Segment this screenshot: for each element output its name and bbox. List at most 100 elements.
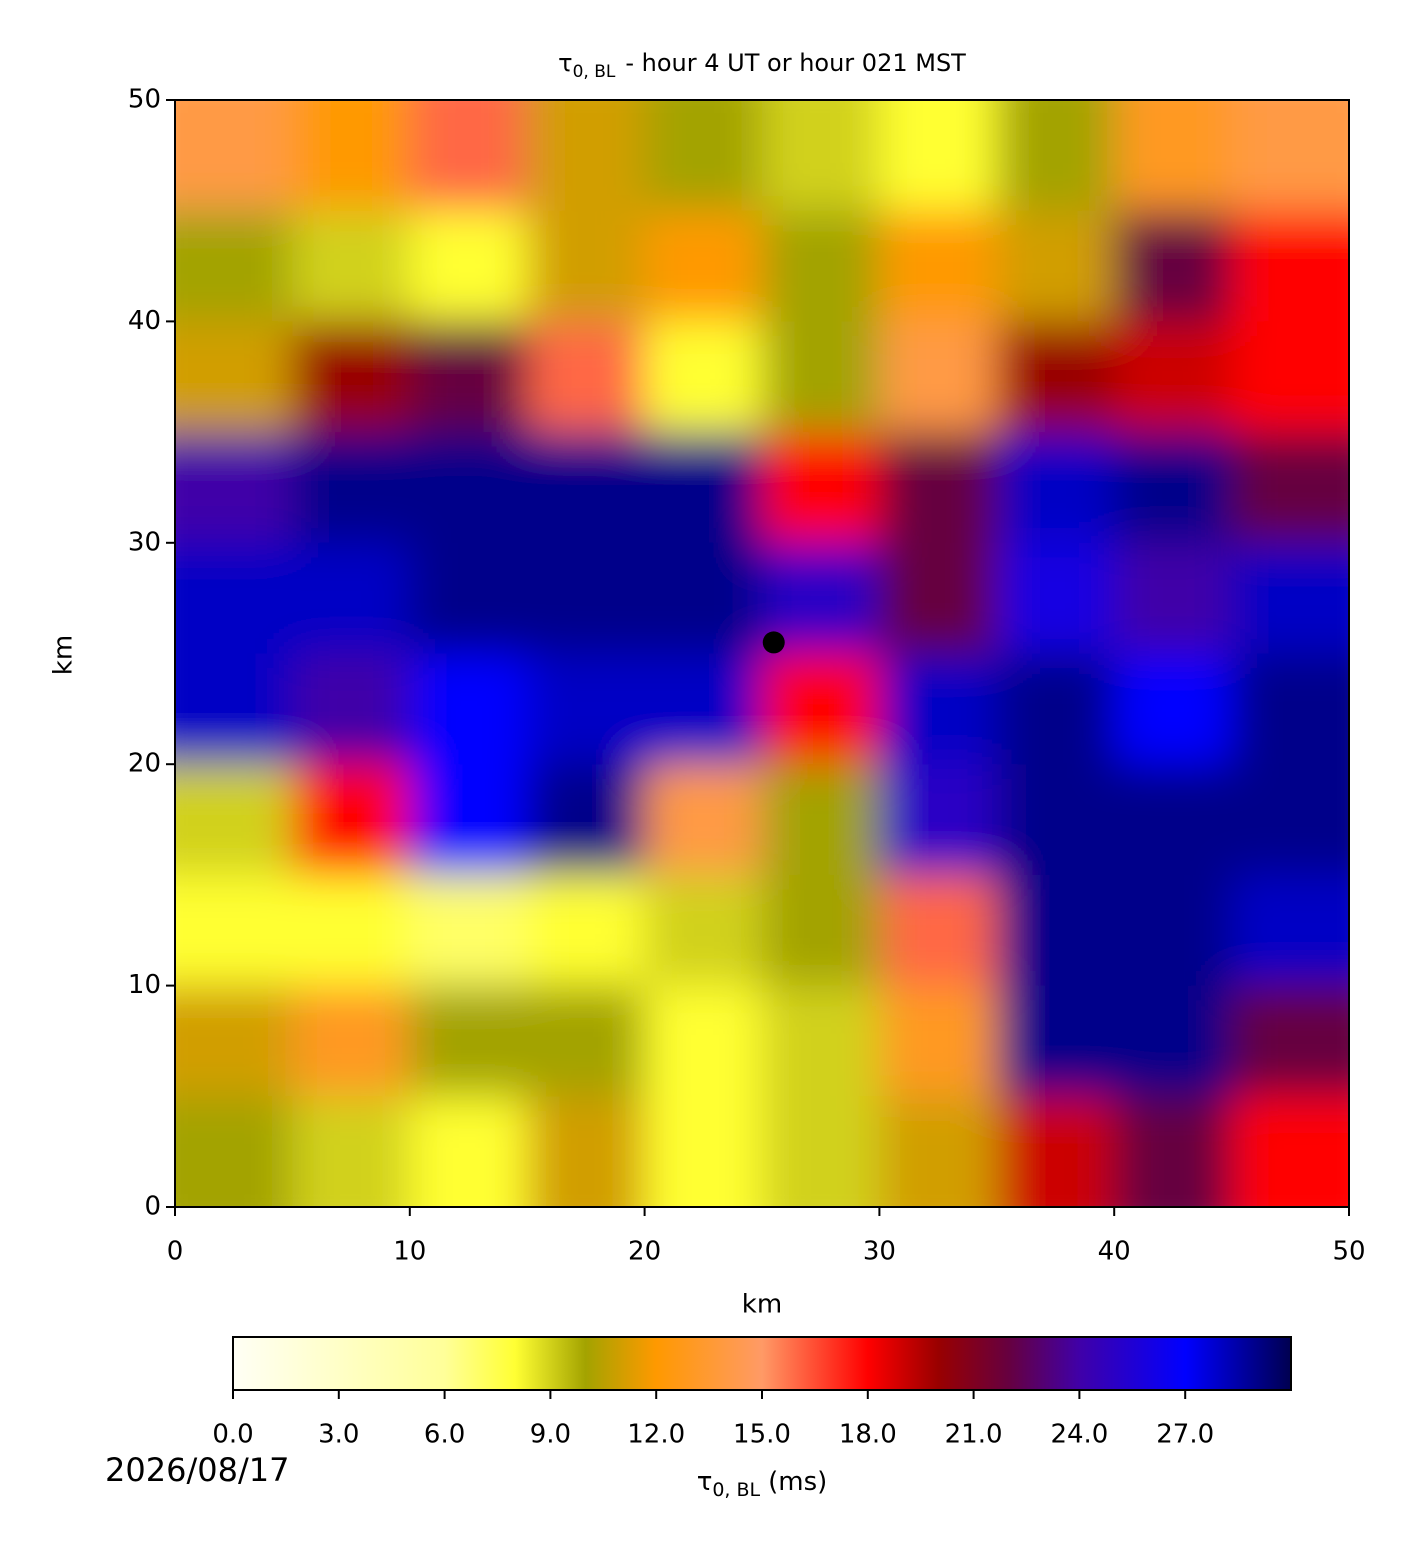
heat-cell [879,432,998,544]
heat-cell [292,321,411,433]
heat-cell [175,764,293,876]
colorbar-label: τ0, BL (ms) [697,1467,828,1501]
heat-cell [1114,321,1233,433]
heat-cell [762,764,880,876]
heat-cell [527,100,646,212]
heat-cell [527,653,646,765]
heat-cell [175,321,293,433]
heat-cell [292,100,411,212]
heat-cell [1231,321,1349,433]
heat-cell [879,100,998,212]
y-tick-label: 20 [128,749,161,779]
heat-cell [879,653,998,765]
heat-cell [879,1096,998,1207]
heat-cell [409,321,528,433]
heat-cell [292,874,411,987]
heat-cell [762,210,880,322]
date-stamp: 2026/08/17 [105,1451,289,1489]
heat-cell [175,653,293,765]
heat-cell [996,210,1115,322]
heat-cell [1231,985,1349,1097]
colorbar-tick-label: 27.0 [1156,1420,1214,1450]
heat-cell [879,542,998,654]
heat-cell [409,432,528,544]
plot-frame [174,99,1350,1208]
heat-cell [409,542,528,654]
heat-cell [1231,1096,1349,1207]
colorbar-tick-label: 18.0 [839,1420,897,1450]
heat-cell [644,432,763,544]
colorbar-tick-label: 24.0 [1050,1420,1108,1450]
heat-cell [879,874,998,987]
heat-cell [644,874,763,987]
heat-cell [1114,764,1233,876]
heat-cell [1114,653,1233,765]
heat-cell [762,432,880,544]
heat-cell [409,100,528,212]
colorbar-tick-label: 3.0 [318,1420,359,1450]
heat-cell [175,542,293,654]
heat-cell [996,542,1115,654]
heat-cell [1231,653,1349,765]
x-tick-label: 0 [167,1237,184,1267]
title-symbol: τ [558,49,572,77]
colorbar-tick-label: 9.0 [530,1420,571,1450]
heat-cell [644,985,763,1097]
heat-cell [175,985,293,1097]
heat-cell [1231,210,1349,322]
heat-cell [292,210,411,322]
heat-cell [644,321,763,433]
heat-cell [1231,764,1349,876]
y-axis-label: km [49,635,79,675]
heat-cell [527,432,646,544]
heat-cell [409,210,528,322]
heat-cell [996,321,1115,433]
heat-cell [527,764,646,876]
colorbar-tick-label: 12.0 [627,1420,685,1450]
colorbar-tick-label: 21.0 [945,1420,1003,1450]
cb-label-text: (ms) [768,1467,827,1497]
site-marker [762,631,785,654]
heat-cell [996,100,1115,212]
colorbar [232,1336,1292,1391]
heat-cell [996,874,1115,987]
heat-cell [762,321,880,433]
heat-cell [175,100,293,212]
x-tick-label: 30 [863,1237,896,1267]
heat-cell [409,653,528,765]
heat-cell [762,100,880,212]
heat-cell [644,764,763,876]
heat-cell [409,764,528,876]
heat-cell [409,874,528,987]
chart-title: τ0, BL - hour 4 UT or hour 021 MST [558,49,966,82]
cb-label-symbol: τ [697,1467,713,1497]
y-tick-label: 10 [128,970,161,1000]
heat-cell [879,764,998,876]
colorbar-tick-label: 0.0 [212,1420,253,1450]
heat-cell [292,653,411,765]
heat-cell [292,1096,411,1207]
heat-cell [1114,874,1233,987]
cb-label-subscript: 0, BL [712,1479,760,1501]
heat-cell [762,985,880,1097]
heat-cell [644,100,763,212]
heat-cell [175,432,293,544]
y-tick-label: 0 [144,1192,161,1222]
heat-cell [1231,542,1349,654]
heat-cell [527,1096,646,1207]
heat-cell [1114,542,1233,654]
heat-cell [527,874,646,987]
heatmap-cells [175,100,1349,1207]
title-subscript: 0, BL [573,62,616,82]
heat-cell [292,985,411,1097]
y-tick-label: 30 [128,527,161,557]
heat-cell [644,1096,763,1207]
heat-cell [644,653,763,765]
heat-cell [292,542,411,654]
y-tick-label: 40 [128,306,161,336]
heat-cell [1114,100,1233,212]
heat-cell [762,874,880,987]
heat-cell [175,210,293,322]
heat-cell [1231,100,1349,212]
